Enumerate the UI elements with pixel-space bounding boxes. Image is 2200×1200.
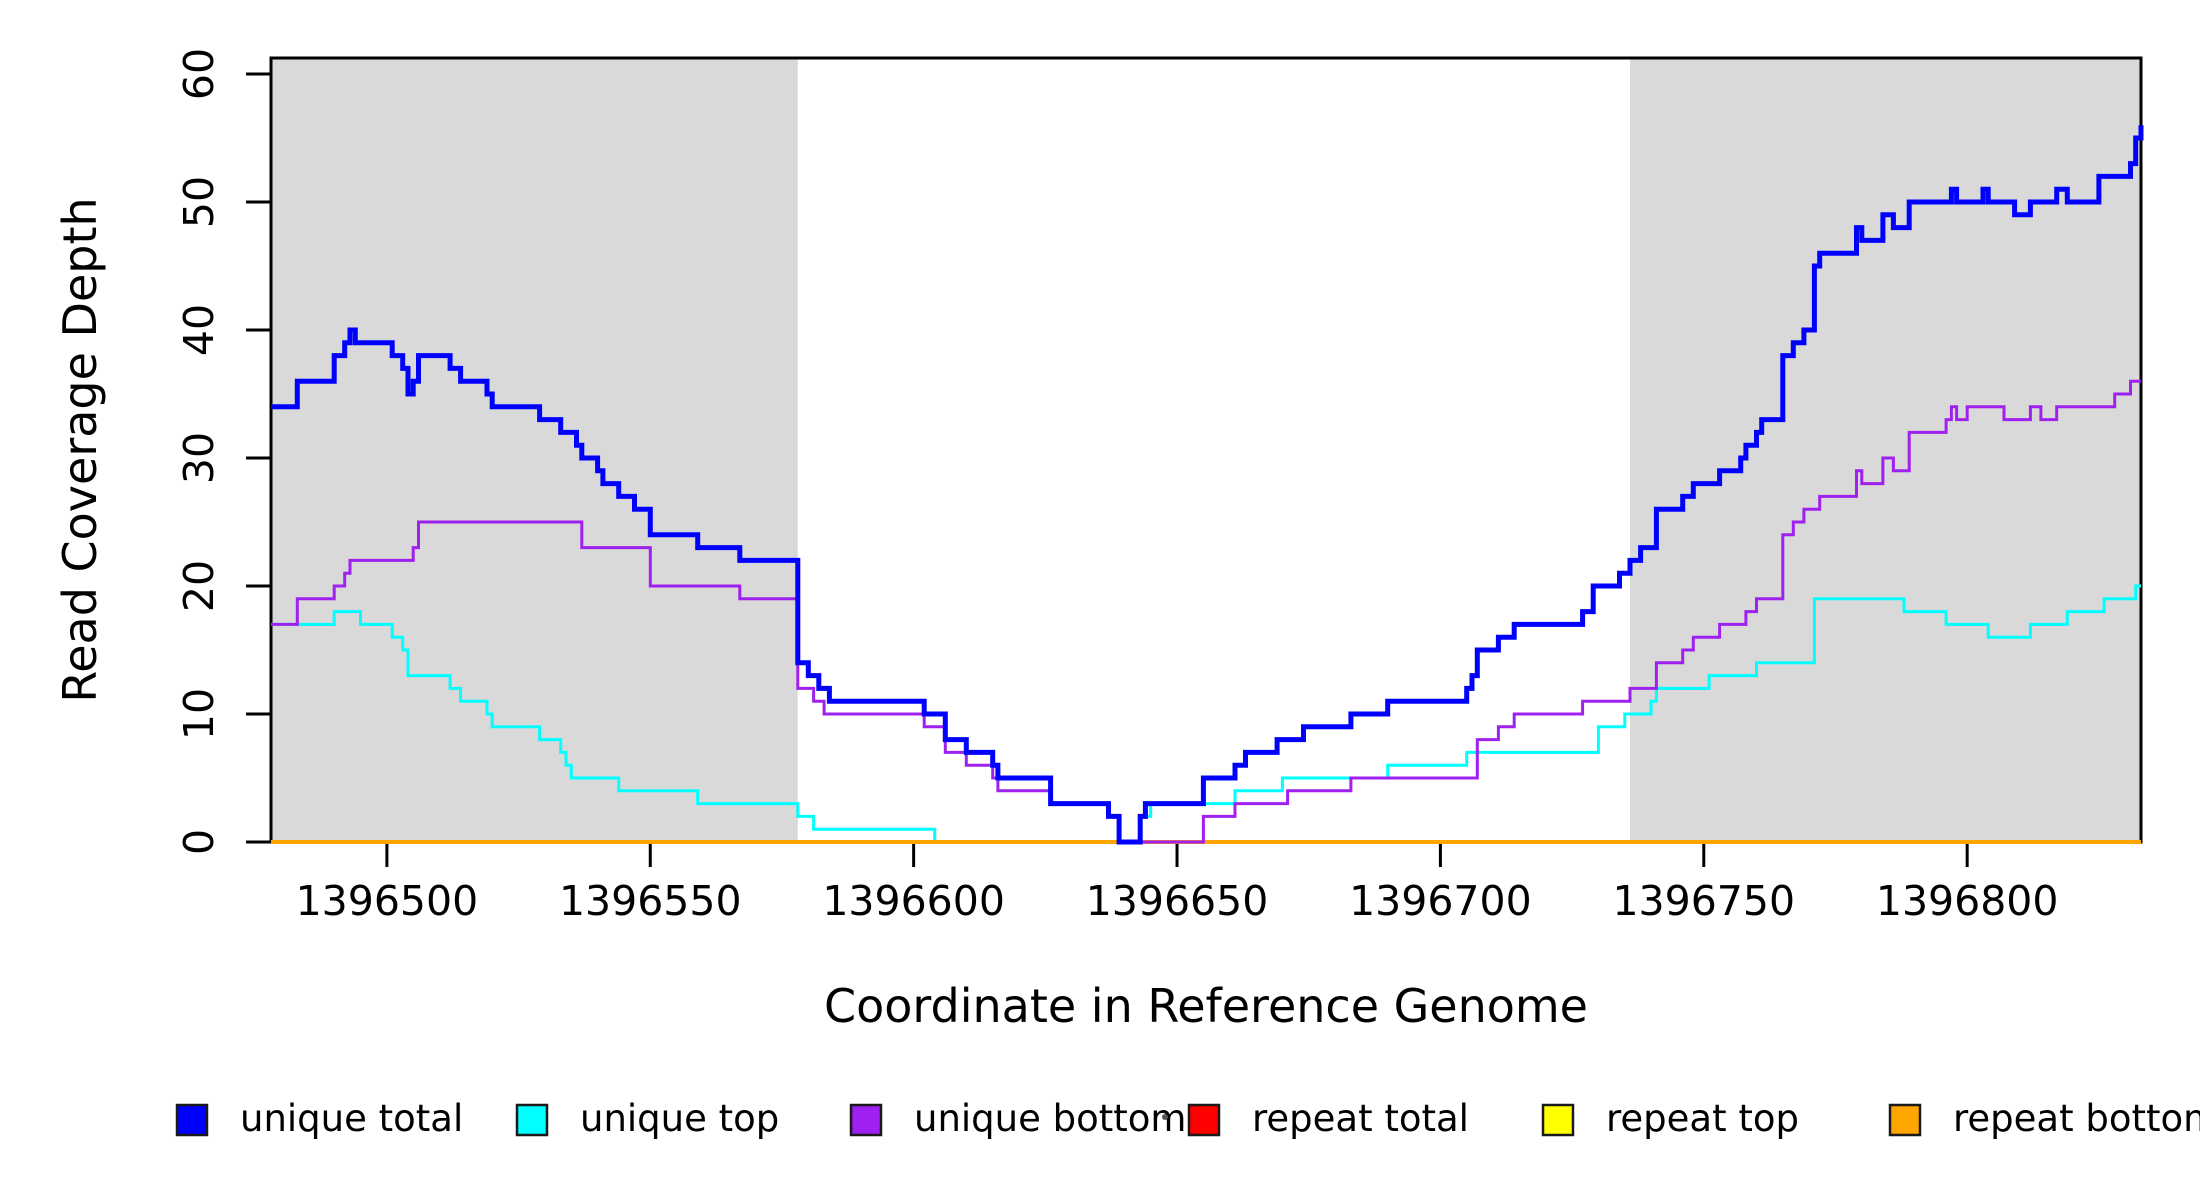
x-axis-tick-label: 1396800 xyxy=(1876,877,2059,925)
x-axis-tick-label: 1396750 xyxy=(1612,877,1795,925)
y-axis-tick-label: 50 xyxy=(175,176,223,228)
stray-dot xyxy=(1162,1114,1168,1120)
y-axis-tick-label: 40 xyxy=(175,304,223,356)
shaded-region-2 xyxy=(1630,58,2141,842)
series-unique-bottom xyxy=(271,379,2141,844)
legend-label-unique-top: unique top xyxy=(580,1097,779,1140)
legend-swatch-unique-top xyxy=(515,1103,549,1137)
legend-label-unique-bottom: unique bottom xyxy=(914,1097,1186,1140)
series-unique-total xyxy=(271,125,2144,845)
legend-swatch-repeat-top xyxy=(1541,1103,1575,1137)
legend-label-unique-total: unique total xyxy=(240,1097,463,1140)
x-axis-tick-label: 1396500 xyxy=(296,877,479,925)
legend-swatch-unique-bottom xyxy=(849,1103,883,1137)
x-axis-tick-label: 1396700 xyxy=(1349,877,1532,925)
x-axis-tick-label: 1396600 xyxy=(822,877,1005,925)
y-axis-tick-label: 10 xyxy=(175,688,223,740)
legend-swatch-repeat-total xyxy=(1187,1103,1221,1137)
legend-swatch-unique-total xyxy=(175,1103,209,1137)
y-axis-title: Read Coverage Depth xyxy=(53,197,107,702)
x-axis-tick-label: 1396650 xyxy=(1086,877,1269,925)
y-axis-tick-label: 0 xyxy=(175,829,223,855)
x-axis-title: Coordinate in Reference Genome xyxy=(824,979,1588,1033)
y-axis-tick-label: 30 xyxy=(175,432,223,484)
y-axis-tick-label: 60 xyxy=(175,48,223,100)
shaded-region-1 xyxy=(271,58,798,842)
x-axis-tick-label: 1396550 xyxy=(559,877,742,925)
legend-label-repeat-bottom: repeat bottom xyxy=(1953,1097,2200,1140)
legend-label-repeat-top: repeat top xyxy=(1606,1097,1799,1140)
legend-label-repeat-total: repeat total xyxy=(1252,1097,1469,1140)
y-axis-tick-label: 20 xyxy=(175,560,223,612)
legend-swatch-repeat-bottom xyxy=(1888,1103,1922,1137)
